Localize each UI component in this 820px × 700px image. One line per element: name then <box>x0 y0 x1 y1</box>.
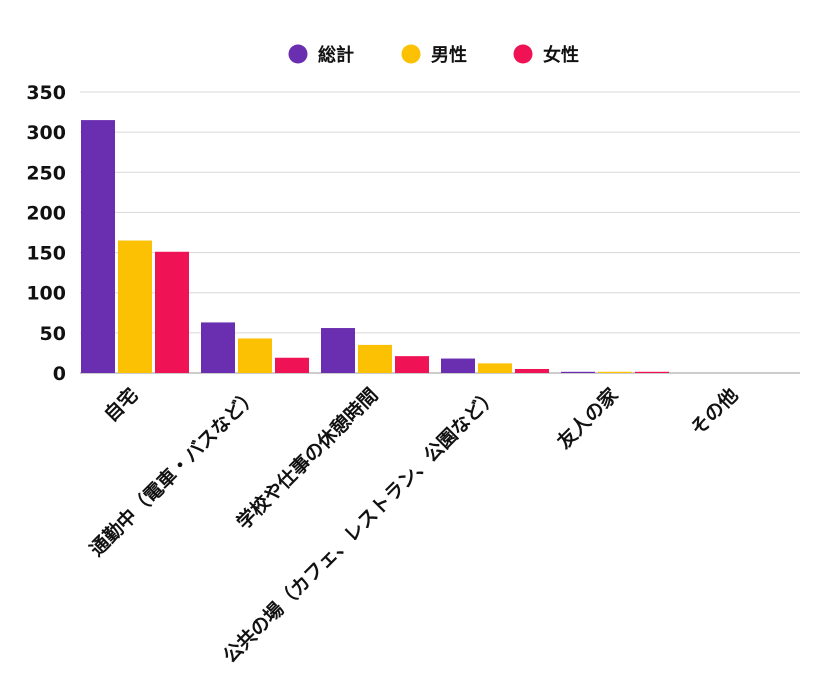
bar-1-1 <box>81 120 115 373</box>
bar-2-4 <box>478 363 512 373</box>
bars <box>81 120 669 373</box>
legend-swatch <box>513 44 533 64</box>
bar-2-3 <box>358 344 392 373</box>
x-category-label: 自宅 <box>99 383 142 426</box>
legend-swatch <box>288 44 308 64</box>
bar-1-3 <box>321 328 355 373</box>
legend-item: 総計 <box>288 44 354 66</box>
legend-label: 男性 <box>431 44 467 66</box>
y-tick-label: 300 <box>26 122 66 144</box>
bar-2-2 <box>238 338 272 373</box>
legend-item: 男性 <box>401 44 467 66</box>
legend-item: 女性 <box>513 44 579 66</box>
x-category-label: 公共の場（カフェ、レストラン、公園など） <box>218 383 502 667</box>
bar-1-4 <box>441 358 475 373</box>
legend: 総計 男性 女性 <box>288 44 579 66</box>
bar-3-4 <box>515 368 549 373</box>
bar-3-2 <box>275 357 309 373</box>
bar-3-1 <box>155 251 189 373</box>
x-category-label: 友人の家 <box>553 383 624 454</box>
y-tick-label: 250 <box>26 162 66 184</box>
bar-3-5 <box>635 371 669 373</box>
x-category-label: その他 <box>686 383 743 440</box>
y-tick-label: 350 <box>26 82 66 104</box>
y-tick-label: 0 <box>53 363 66 385</box>
bar-1-2 <box>201 322 235 373</box>
y-tick-label: 150 <box>26 243 66 265</box>
bar-3-3 <box>395 356 429 373</box>
bar-2-5 <box>598 371 632 373</box>
y-tick-label: 100 <box>26 283 66 305</box>
x-axis-labels: 自宅通勤中（電車・バスなど）学校や仕事の休憩時間公共の場（カフェ、レストラン、公… <box>85 383 742 668</box>
y-tick-label: 200 <box>26 202 66 224</box>
y-tick-label: 50 <box>40 323 66 345</box>
bar-1-5 <box>561 371 595 373</box>
legend-swatch <box>401 44 421 64</box>
legend-label: 女性 <box>543 44 579 66</box>
y-axis-ticks: 0 50 100 150 200 250 300 350 <box>26 82 66 385</box>
legend-label: 総計 <box>318 44 354 66</box>
gridlines <box>80 91 800 374</box>
bar-2-1 <box>118 240 152 373</box>
